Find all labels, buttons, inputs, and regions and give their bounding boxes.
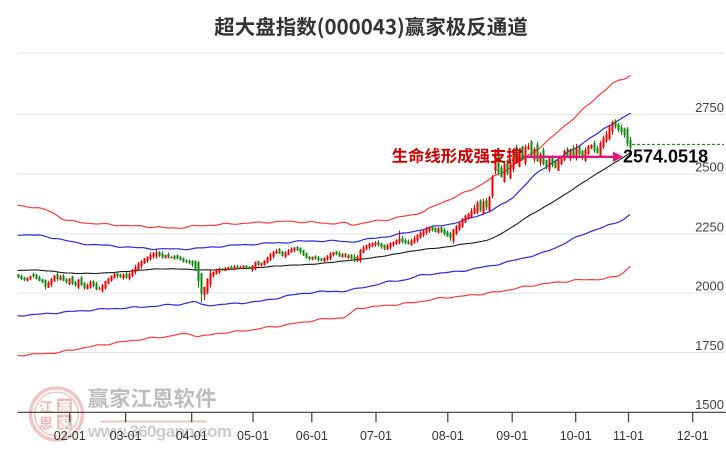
svg-text:08-01: 08-01	[432, 429, 464, 443]
svg-text:1750: 1750	[695, 338, 724, 353]
svg-text:2250: 2250	[695, 220, 724, 235]
svg-text:07-01: 07-01	[360, 429, 392, 443]
svg-text:2574.0518: 2574.0518	[623, 147, 708, 167]
svg-text:03-01: 03-01	[110, 429, 142, 443]
svg-text:2000: 2000	[695, 279, 724, 294]
svg-text:04-01: 04-01	[176, 429, 208, 443]
svg-text:02-01: 02-01	[54, 429, 86, 443]
svg-text:05-01: 05-01	[237, 429, 269, 443]
svg-text:2500: 2500	[695, 160, 724, 175]
svg-text:06-01: 06-01	[296, 429, 328, 443]
svg-text:10-01: 10-01	[560, 429, 592, 443]
svg-text:1500: 1500	[695, 397, 724, 412]
svg-text:09-01: 09-01	[496, 429, 528, 443]
svg-text:11-01: 11-01	[613, 429, 644, 443]
svg-text:www.360gann.com: www.360gann.com	[87, 422, 232, 441]
svg-text:12-01: 12-01	[677, 429, 709, 443]
svg-text:2750: 2750	[695, 100, 724, 115]
